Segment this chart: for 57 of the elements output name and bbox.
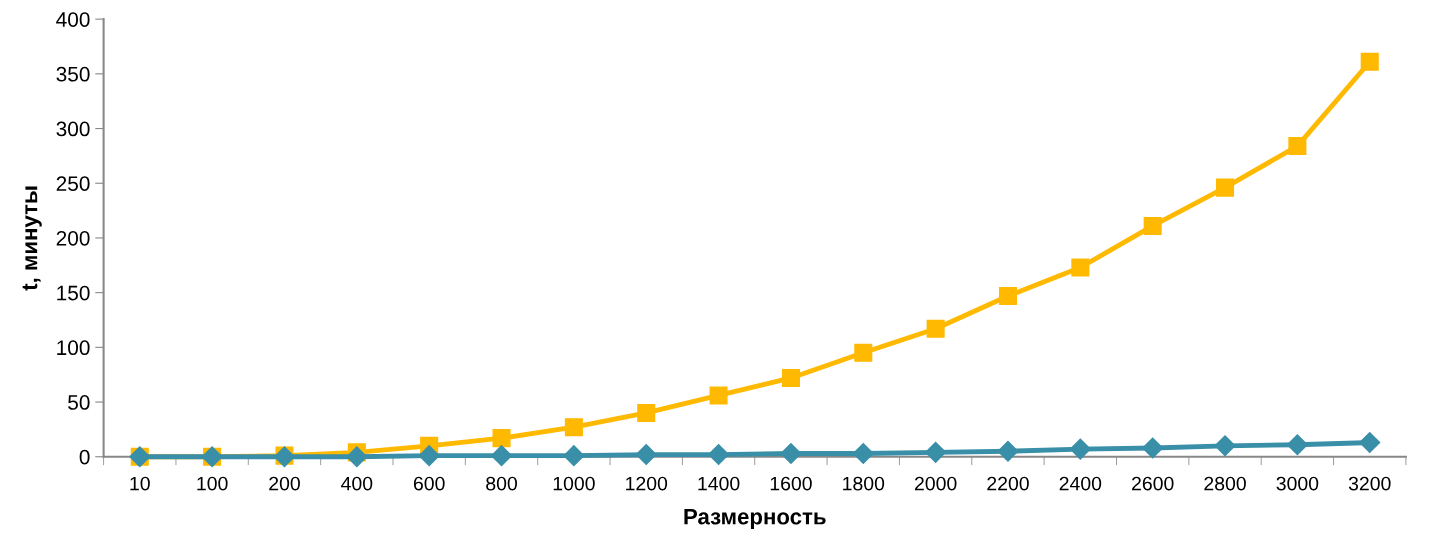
y-tick-label: 200	[56, 230, 90, 246]
x-tick-label: 100	[197, 476, 228, 491]
point	[346, 446, 368, 468]
x-tick-label: 2000	[914, 476, 957, 491]
point	[1143, 216, 1162, 235]
point	[998, 286, 1018, 305]
x-tick-label: 2600	[1132, 476, 1174, 491]
x-axis-title: Размерность	[684, 509, 826, 529]
point	[1359, 432, 1381, 454]
point	[709, 386, 728, 405]
point	[926, 319, 945, 338]
y-tick-label: 350	[56, 66, 90, 82]
y-tick-label: 250	[56, 176, 90, 191]
y-tick-label: 0	[79, 449, 90, 465]
point	[854, 343, 873, 362]
x-tick-label: 2400	[1059, 476, 1102, 491]
point	[925, 441, 947, 463]
point	[1216, 178, 1235, 197]
point	[781, 368, 800, 388]
point	[1286, 434, 1308, 456]
point	[491, 445, 513, 467]
point	[564, 418, 583, 437]
point	[1069, 438, 1091, 460]
point	[708, 444, 730, 466]
point	[635, 444, 657, 466]
x-tick-label: 1800	[843, 476, 885, 491]
point	[997, 440, 1019, 462]
y-tick-label: 100	[57, 340, 90, 356]
x-tick-label: 800	[486, 476, 517, 491]
x-tick-label: 400	[341, 476, 373, 491]
x-tick-label: 600	[413, 476, 445, 491]
x-tick-label: 200	[269, 476, 300, 491]
x-tick-label: 1000	[553, 476, 595, 491]
point	[492, 429, 511, 448]
x-tick-label: 2800	[1204, 476, 1246, 491]
point	[1142, 437, 1164, 459]
x-tick-label: 2200	[987, 476, 1029, 491]
point	[852, 442, 874, 464]
x-tick-label: 1200	[626, 476, 668, 491]
y-tick-label: 50	[68, 395, 90, 410]
y-tick-label: 150	[57, 285, 90, 301]
y-axis-title: t, минуты	[22, 186, 42, 291]
point	[1360, 52, 1379, 71]
x-tick-label: 3200	[1348, 476, 1391, 491]
point	[780, 442, 802, 464]
point	[1288, 137, 1307, 156]
y-tick-label: 400	[56, 12, 90, 27]
y-tick-label: 300	[56, 121, 90, 137]
point	[1071, 258, 1090, 277]
x-tick-label: 1400	[698, 476, 740, 491]
point	[1214, 435, 1236, 457]
point	[563, 445, 585, 467]
x-tick-label: 3000	[1276, 476, 1319, 491]
point	[418, 445, 440, 467]
point	[637, 403, 656, 423]
x-tick-label: 1600	[770, 476, 812, 491]
x-tick-label: 10	[130, 476, 150, 491]
